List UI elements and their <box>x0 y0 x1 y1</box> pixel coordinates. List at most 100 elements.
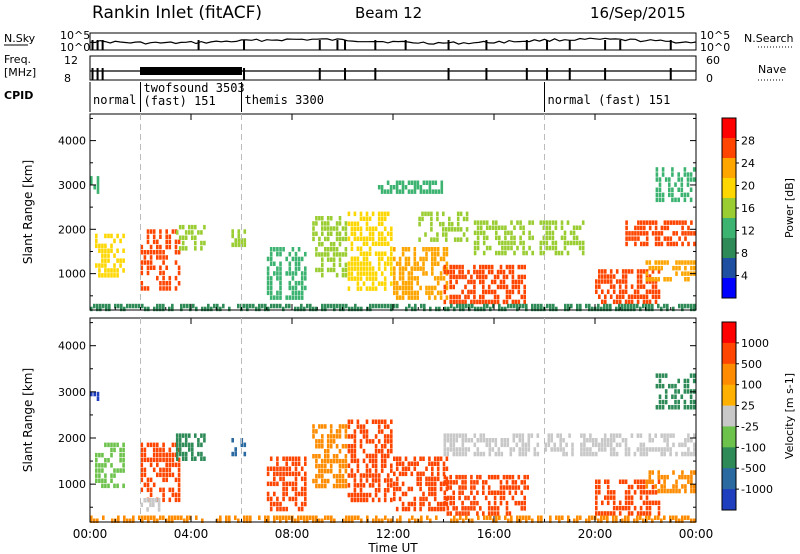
data-cell <box>495 515 498 520</box>
data-cell <box>362 434 366 439</box>
data-cell <box>425 271 428 276</box>
data-cell <box>162 515 165 520</box>
data-cell <box>510 235 513 241</box>
data-cell <box>484 480 488 485</box>
data-cell <box>479 438 483 443</box>
data-cell <box>627 511 631 516</box>
data-cell <box>669 277 672 282</box>
data-cell <box>504 225 507 230</box>
data-cell <box>332 483 336 489</box>
data-cell <box>368 226 372 231</box>
data-cell <box>377 266 381 271</box>
data-cell <box>428 290 431 296</box>
data-cell <box>508 485 512 490</box>
data-cell <box>357 515 360 520</box>
data-cell <box>107 483 110 489</box>
data-cell <box>384 515 387 520</box>
data-cell <box>668 182 671 187</box>
data-cell <box>98 263 101 268</box>
data-cell <box>122 268 125 273</box>
data-cell <box>168 244 172 250</box>
data-cell <box>692 405 696 410</box>
data-cell <box>159 255 162 260</box>
data-cell <box>374 271 378 276</box>
data-cell <box>393 271 396 276</box>
data-cell <box>473 485 476 490</box>
data-cell <box>405 306 408 312</box>
data-cell <box>243 229 247 234</box>
data-cell <box>523 485 526 490</box>
data-cell <box>431 261 434 266</box>
data-cell <box>162 477 165 483</box>
data-cell <box>353 444 357 449</box>
data-cell <box>420 515 423 520</box>
data-cell <box>572 225 576 230</box>
data-cell <box>294 518 297 523</box>
data-cell <box>654 220 658 225</box>
data-cell <box>640 225 643 231</box>
data-cell <box>498 303 501 309</box>
data-cell <box>473 289 476 295</box>
data-cell <box>381 518 384 523</box>
data-cell <box>321 262 324 268</box>
data-cell <box>609 495 613 500</box>
data-cell <box>655 172 659 177</box>
data-cell <box>642 447 646 452</box>
data-cell <box>690 231 693 236</box>
data-cell <box>407 247 411 252</box>
data-cell <box>159 281 162 286</box>
data-cell <box>104 248 107 253</box>
data-cell <box>448 221 451 227</box>
data-cell <box>426 515 429 520</box>
data-cell <box>615 515 618 520</box>
data-cell <box>291 481 295 487</box>
data-cell <box>315 439 318 444</box>
data-cell <box>419 266 422 271</box>
data-cell <box>461 451 465 457</box>
x-tick-label: 00:00 <box>73 527 108 541</box>
data-cell <box>365 286 369 291</box>
data-cell <box>624 289 628 294</box>
data-cell <box>668 187 671 192</box>
data-cell <box>395 180 399 185</box>
data-cell <box>321 257 324 262</box>
data-cell <box>494 438 498 443</box>
data-cell <box>122 258 125 263</box>
data-cell <box>392 185 396 190</box>
data-cell <box>269 276 273 281</box>
data-cell <box>329 257 333 262</box>
data-cell <box>511 274 515 280</box>
data-cell <box>318 424 321 429</box>
data-cell <box>495 225 498 230</box>
data-cell <box>416 180 420 185</box>
data-cell <box>528 245 531 251</box>
data-cell <box>416 290 419 296</box>
data-cell <box>329 468 333 474</box>
data-cell <box>419 481 422 487</box>
data-cell <box>612 451 616 457</box>
data-cell <box>138 515 141 520</box>
data-cell <box>499 490 503 495</box>
data-cell <box>353 483 357 488</box>
data-cell <box>390 419 393 424</box>
data-cell <box>464 284 467 290</box>
data-cell <box>266 466 270 471</box>
data-cell <box>501 306 504 312</box>
data-cell <box>425 256 428 262</box>
data-cell <box>144 515 147 520</box>
data-cell <box>318 236 321 242</box>
data-cell <box>513 235 516 241</box>
data-cell <box>666 438 669 443</box>
data-cell <box>156 518 159 523</box>
data-cell <box>436 476 440 482</box>
data-cell <box>439 256 443 262</box>
y-axis-label: Slant Range [km] <box>21 160 35 264</box>
data-cell <box>132 515 135 520</box>
data-cell <box>473 442 477 448</box>
data-cell <box>113 483 116 489</box>
data-cell <box>165 234 168 239</box>
data-cell <box>291 496 295 502</box>
colorbar-tick-label: 100 <box>741 379 762 392</box>
data-cell <box>439 506 443 512</box>
data-cell <box>499 264 503 270</box>
